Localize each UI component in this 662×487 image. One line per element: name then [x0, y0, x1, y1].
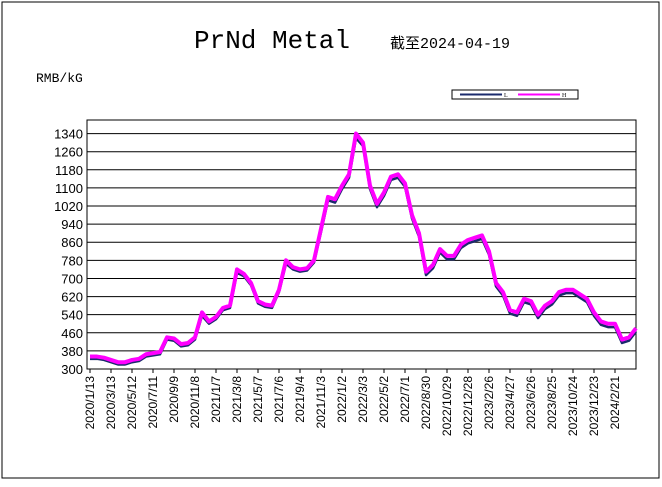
x-tick-label: 2021/3/8 — [230, 376, 244, 423]
x-tick-label: 2022/8/30 — [419, 376, 433, 430]
plot-area — [86, 119, 637, 370]
frame — [1, 1, 660, 479]
x-tick-label: 2023/2/26 — [482, 376, 496, 430]
legend — [451, 89, 579, 100]
y-tick-label: 460 — [61, 326, 83, 341]
y-tick-label: 1340 — [54, 127, 83, 142]
x-tick-label: 2021/5/7 — [251, 376, 265, 423]
y-tick-label: 540 — [61, 308, 83, 323]
x-tick-label: 2023/12/23 — [587, 376, 601, 436]
y-tick-label: 700 — [61, 271, 83, 286]
legend-label: H — [562, 93, 567, 99]
x-tick-label: 2023/8/25 — [545, 376, 559, 430]
legend-label: L — [504, 93, 508, 99]
x-tick-label: 2022/3/3 — [356, 376, 370, 423]
y-tick-label: 1100 — [55, 181, 83, 196]
x-tick-label: 2020/9/9 — [167, 376, 181, 423]
y-tick-label: 860 — [61, 235, 83, 250]
x-tick-label: 2020/7/11 — [146, 376, 160, 429]
x-tick-label: 2020/5/12 — [125, 376, 139, 430]
y-tick-label: 780 — [61, 253, 83, 268]
y-tick-label: 1020 — [54, 199, 83, 214]
x-tick-label: 2023/10/24 — [566, 376, 580, 436]
x-tick-label: 2021/1/7 — [209, 376, 223, 423]
x-tick-label: 2020/1/13 — [83, 376, 97, 430]
x-tick-label: 2022/12/28 — [461, 376, 475, 436]
x-tick-label: 2023/6/26 — [524, 376, 538, 430]
y-tick-label: 380 — [61, 344, 83, 359]
x-tick-label: 2021/7/6 — [272, 376, 286, 423]
y-tick-label: 300 — [61, 362, 83, 377]
series-line — [90, 131, 638, 365]
y-unit: RMB/kG — [36, 71, 83, 86]
x-tick-label: 2020/11/8 — [188, 376, 202, 429]
chart-title: PrNd Metal — [194, 26, 350, 56]
x-tick-label: 2021/9/4 — [293, 376, 307, 423]
chart-subtitle: 截至2024-04-19 — [390, 35, 510, 53]
x-tick-label: 2022/10/29 — [440, 376, 454, 436]
x-tick-label: 2020/3/13 — [104, 376, 118, 430]
x-tick-label: 2024/2/21 — [608, 376, 622, 430]
x-tick-label: 2021/11/3 — [314, 376, 328, 429]
y-tick-label: 940 — [61, 217, 83, 232]
y-tick-label: 620 — [61, 290, 83, 305]
y-tick-label: 1260 — [54, 145, 83, 160]
x-tick-label: 2022/7/1 — [398, 376, 412, 423]
x-tick-label: 2022/1/2 — [335, 376, 349, 423]
y-tick-label: 1180 — [55, 163, 83, 178]
x-tick-label: 2023/4/27 — [503, 376, 517, 430]
x-tick-label: 2022/5/2 — [377, 376, 391, 423]
